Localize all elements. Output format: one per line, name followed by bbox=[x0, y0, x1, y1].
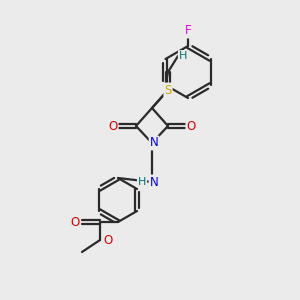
Text: S: S bbox=[164, 83, 172, 97]
Text: O: O bbox=[70, 215, 80, 229]
Text: O: O bbox=[108, 119, 118, 133]
Text: F: F bbox=[185, 25, 191, 38]
Text: N: N bbox=[150, 136, 158, 149]
Text: O: O bbox=[186, 119, 196, 133]
Text: H: H bbox=[138, 177, 146, 187]
Text: O: O bbox=[103, 233, 112, 247]
Text: N: N bbox=[150, 176, 158, 188]
Text: H: H bbox=[179, 51, 187, 61]
